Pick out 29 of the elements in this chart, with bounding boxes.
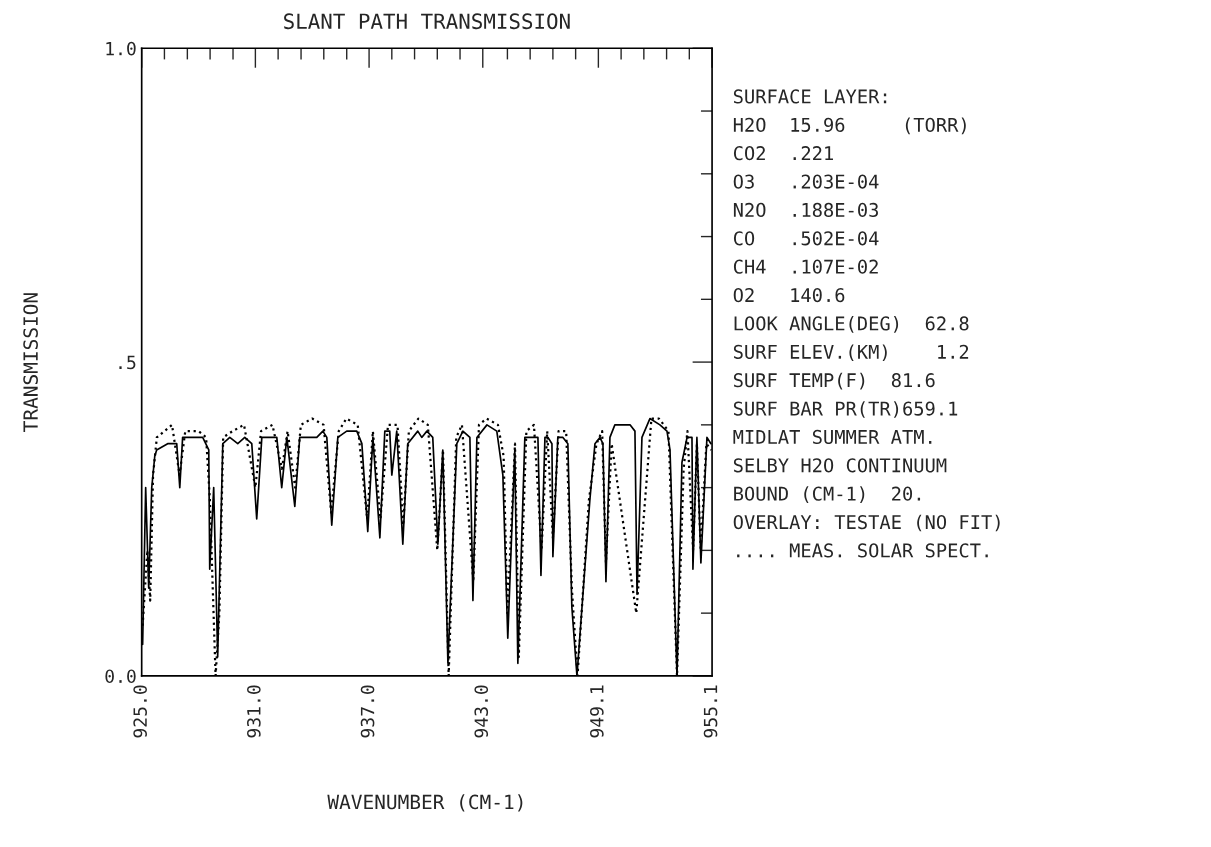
text: LOOK ANGLE(DEG) 62.8 <box>734 316 969 333</box>
x-tick-label: 943.0 <box>474 685 489 738</box>
x-tick-label: 937.0 <box>360 685 375 738</box>
text: O2 140.6 <box>733 287 845 303</box>
text: SURF TEMP(F) 81.6 <box>733 372 935 390</box>
text: SURF ELEV.(KM) 1.2 <box>733 344 969 362</box>
text: SURFACE LAYER: <box>733 89 887 104</box>
x-tick-label: 931.0 <box>247 685 261 738</box>
text: MIDLAT SUMMER ATM. <box>733 429 932 445</box>
text: OVERLAY: TESTAE (NO FIT) <box>733 514 1000 532</box>
text: .... MEAS. SOLAR SPECT. <box>737 543 988 558</box>
y-tick-label: .5 <box>119 355 136 370</box>
text: SELBY H2O CONTINUUM <box>733 458 947 473</box>
text: BOUND (CM-1) 20. <box>734 486 921 503</box>
text: CO .502E-04 <box>733 231 879 246</box>
x-axis-title: WAVENUMBER (CM-1) <box>327 794 523 812</box>
x-tick-label: 949.1 <box>590 685 604 738</box>
text: O3 .203E-04 <box>733 174 879 189</box>
y-axis-title: TRANSMISSION <box>23 293 38 432</box>
x-tick-label: 955.1 <box>703 685 718 738</box>
text: H2O 15.96 (TORR) <box>733 117 966 135</box>
text: CO2 .221 <box>733 146 833 161</box>
x-tick-label: 925.0 <box>133 685 147 738</box>
y-tick-label: 0.0 <box>105 669 136 684</box>
text: SURF BAR PR(TR)659.1 <box>733 401 958 418</box>
chart-title: SLANT PATH TRANSMISSION <box>284 13 570 30</box>
text: N2O .188E-03 <box>733 202 878 218</box>
y-tick-label: 1.0 <box>106 41 136 56</box>
text: CH4 .107E-02 <box>733 259 878 274</box>
